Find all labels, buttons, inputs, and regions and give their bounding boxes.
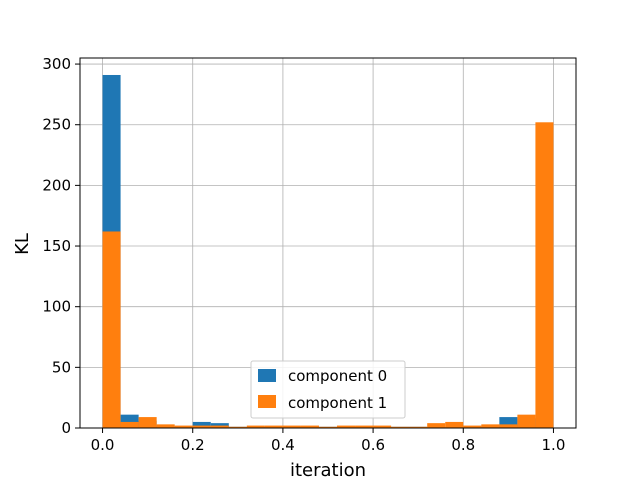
y-tick-label: 150 (42, 237, 71, 255)
bar-component-1-bin-4 (174, 425, 193, 428)
y-axis-ticks: 0 50 100 150 200 250 300 (42, 55, 80, 437)
y-axis-label: KL (12, 233, 33, 255)
x-tick-label: 0.0 (91, 436, 115, 454)
x-axis-ticks: 0.0 0.2 0.4 0.6 0.8 1.0 (91, 428, 566, 454)
bar-component-1-bin-3 (156, 424, 175, 428)
bar-component-1-bin-23 (517, 414, 536, 428)
bar-component-1-bin-1 (120, 421, 139, 428)
bar-component-1-bin-2 (138, 417, 157, 428)
bar-component-1-bin-18 (427, 423, 446, 428)
bar-component-1-bin-22 (499, 424, 518, 428)
y-tick-label: 200 (42, 176, 71, 194)
bar-component-1-bin-9 (264, 425, 283, 428)
bar-component-0-bin-5 (192, 421, 211, 428)
bar-component-1-bin-7 (228, 426, 247, 428)
x-tick-label: 0.6 (361, 436, 385, 454)
bar-component-1-bin-20 (463, 425, 482, 428)
bar-component-1-bin-5 (192, 425, 211, 428)
x-tick-label: 0.4 (271, 436, 295, 454)
legend: component 0 component 1 (250, 360, 406, 419)
bar-component-1-bin-17 (409, 426, 428, 428)
bar-component-1-bin-19 (445, 421, 464, 428)
bar-component-1-bin-14 (355, 425, 374, 428)
y-tick-label: 0 (61, 419, 71, 437)
bar-component-1-bin-15 (373, 425, 392, 428)
y-tick-label: 100 (42, 298, 71, 316)
x-axis-label: iteration (290, 460, 366, 480)
plot-frame (79, 57, 577, 429)
bar-component-1-bin-13 (337, 425, 356, 428)
y-tick-label: 300 (42, 55, 71, 73)
x-tick-label: 0.2 (181, 436, 205, 454)
legend-label-component-0: component 0 (288, 367, 387, 385)
legend-box (250, 360, 406, 419)
bar-component-1-bin-10 (282, 425, 301, 428)
x-tick-label: 0.8 (451, 436, 475, 454)
bar-component-1-bin-16 (391, 426, 410, 428)
bar-component-1-bin-24 (535, 122, 554, 429)
bar-component-1-bin-21 (481, 424, 500, 428)
y-tick-label: 250 (42, 116, 71, 134)
bar-component-1-bin-6 (210, 425, 229, 428)
bar-component-1-bin-0 (102, 231, 121, 428)
bar-component-1-bin-12 (318, 426, 338, 428)
y-tick-label: 50 (52, 358, 71, 376)
x-tick-label: 1.0 (542, 436, 566, 454)
series-component-1-bars (102, 122, 554, 429)
bar-component-0-bin-22 (499, 417, 518, 428)
bar-component-1-bin-11 (300, 425, 319, 428)
bar-component-1-bin-8 (246, 425, 265, 428)
legend-label-component-1: component 1 (288, 394, 387, 412)
legend-swatch-component-1 (258, 395, 276, 408)
legend-swatch-component-0 (258, 369, 276, 382)
